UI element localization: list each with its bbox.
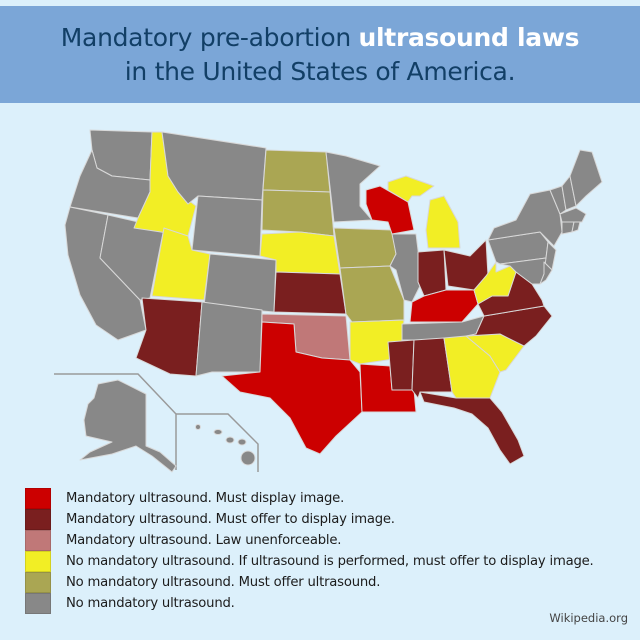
state-KS — [273, 271, 347, 315]
legend-item-must-offer: No mandatory ultrasound. Must offer ultr… — [25, 572, 594, 593]
state-AZ — [135, 297, 203, 377]
legend-item-none: No mandatory ultrasound. — [25, 593, 594, 614]
legend-swatch — [25, 530, 51, 551]
state-TX — [221, 321, 363, 455]
state-SD — [261, 189, 335, 237]
state-DE — [539, 261, 553, 285]
legend-label: Mandatory ultrasound. Law unenforceable. — [66, 533, 342, 548]
state-MI — [387, 175, 435, 203]
state-MN — [325, 151, 381, 223]
legend-item-display-required: Mandatory ultrasound. Must display image… — [25, 488, 594, 509]
source-credit: Wikipedia.org — [549, 611, 628, 625]
state-MD — [499, 257, 547, 285]
state-MI-lower — [425, 195, 461, 249]
state-MS — [387, 339, 415, 391]
legend-swatch — [25, 488, 51, 509]
inset-divider-alaska — [54, 373, 177, 470]
title-banner: Mandatory pre-abortion ultrasound laws i… — [0, 6, 640, 103]
state-NM — [195, 301, 263, 377]
legend-label: Mandatory ultrasound. Must display image… — [66, 491, 345, 506]
legend-label: Mandatory ultrasound. Must offer to disp… — [66, 512, 395, 527]
state-IA — [333, 227, 397, 269]
state-RI — [571, 221, 581, 233]
title-text: Mandatory pre-abortion — [60, 22, 359, 52]
state-WV — [473, 261, 517, 305]
state-MA — [559, 207, 587, 223]
legend-swatch — [25, 551, 51, 572]
state-ME — [569, 149, 603, 207]
title-line-2: in the United States of America. — [124, 56, 516, 86]
state-MO — [339, 265, 405, 323]
state-HI — [195, 424, 256, 466]
legend-label: No mandatory ultrasound. If ultrasound i… — [66, 554, 594, 569]
legend-label: No mandatory ultrasound. Must offer ultr… — [66, 575, 381, 590]
inset-divider-hawaii — [176, 413, 259, 472]
state-IN — [417, 249, 447, 297]
legend-item-offer-display: Mandatory ultrasound. Must offer to disp… — [25, 509, 594, 530]
state-KY — [409, 289, 479, 323]
legend: Mandatory ultrasound. Must display image… — [25, 488, 594, 614]
title-highlight: ultrasound laws — [358, 22, 580, 52]
legend-swatch — [25, 572, 51, 593]
legend-label: No mandatory ultrasound. — [66, 596, 235, 611]
us-map — [0, 104, 640, 480]
legend-item-unenforceable: Mandatory ultrasound. Law unenforceable. — [25, 530, 594, 551]
legend-item-if-performed: No mandatory ultrasound. If ultrasound i… — [25, 551, 594, 572]
legend-swatch — [25, 593, 51, 614]
state-IL — [389, 233, 423, 303]
state-WY — [191, 195, 263, 257]
state-ND — [262, 149, 331, 193]
state-AK — [79, 379, 177, 473]
title-line-1: Mandatory pre-abortion ultrasound laws — [60, 21, 580, 55]
state-FL — [419, 391, 525, 465]
state-NY — [487, 189, 563, 247]
legend-swatch — [25, 509, 51, 530]
